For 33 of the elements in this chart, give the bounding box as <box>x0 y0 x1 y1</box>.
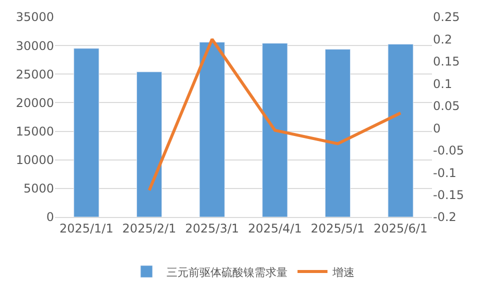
x-tick-label: 2025/1/1 <box>59 221 114 236</box>
y2-tick-label: 0.05 <box>433 99 460 114</box>
legend-label: 三元前驱体硫酸镍需求量 <box>166 266 288 279</box>
bar <box>136 72 162 217</box>
y-tick-label: 0 <box>46 210 54 224</box>
x-tick-label: 2025/3/1 <box>185 221 240 236</box>
x-tick-label: 2025/2/1 <box>122 221 176 236</box>
y2-tick-label: -0.2 <box>433 210 456 224</box>
y-tick-label: 30000 <box>16 38 54 53</box>
y2-tick-label: 0.1 <box>433 76 452 91</box>
bar <box>74 48 100 217</box>
x-tick-label: 2025/4/1 <box>248 221 302 236</box>
bar <box>262 43 288 217</box>
y2-tick-label: 0.15 <box>433 54 460 69</box>
y2-tick-label: -0.15 <box>433 188 464 202</box>
bar <box>199 42 225 217</box>
y-tick-label: 25000 <box>16 67 54 82</box>
y-tick-label: 5000 <box>23 182 54 196</box>
y2-tick-label: 0 <box>433 121 441 136</box>
y-tick-label: 20000 <box>16 96 54 110</box>
y2-tick-label: -0.1 <box>433 166 456 180</box>
y2-tick-label: 0.2 <box>433 32 452 46</box>
y2-tick-label: -0.05 <box>433 144 464 158</box>
line-series <box>148 38 402 192</box>
y-tick-label: 15000 <box>16 124 54 138</box>
bar <box>324 49 351 217</box>
legend-label: 增速 <box>332 266 354 279</box>
y-tick-label: 10000 <box>16 153 54 168</box>
x-tick-label: 2025/5/1 <box>310 221 365 236</box>
y-tick-label: 35000 <box>16 10 54 24</box>
y2-tick-label: 0.25 <box>433 10 460 24</box>
x-tick-label: 2025/6/1 <box>374 221 428 236</box>
bar <box>388 44 414 217</box>
